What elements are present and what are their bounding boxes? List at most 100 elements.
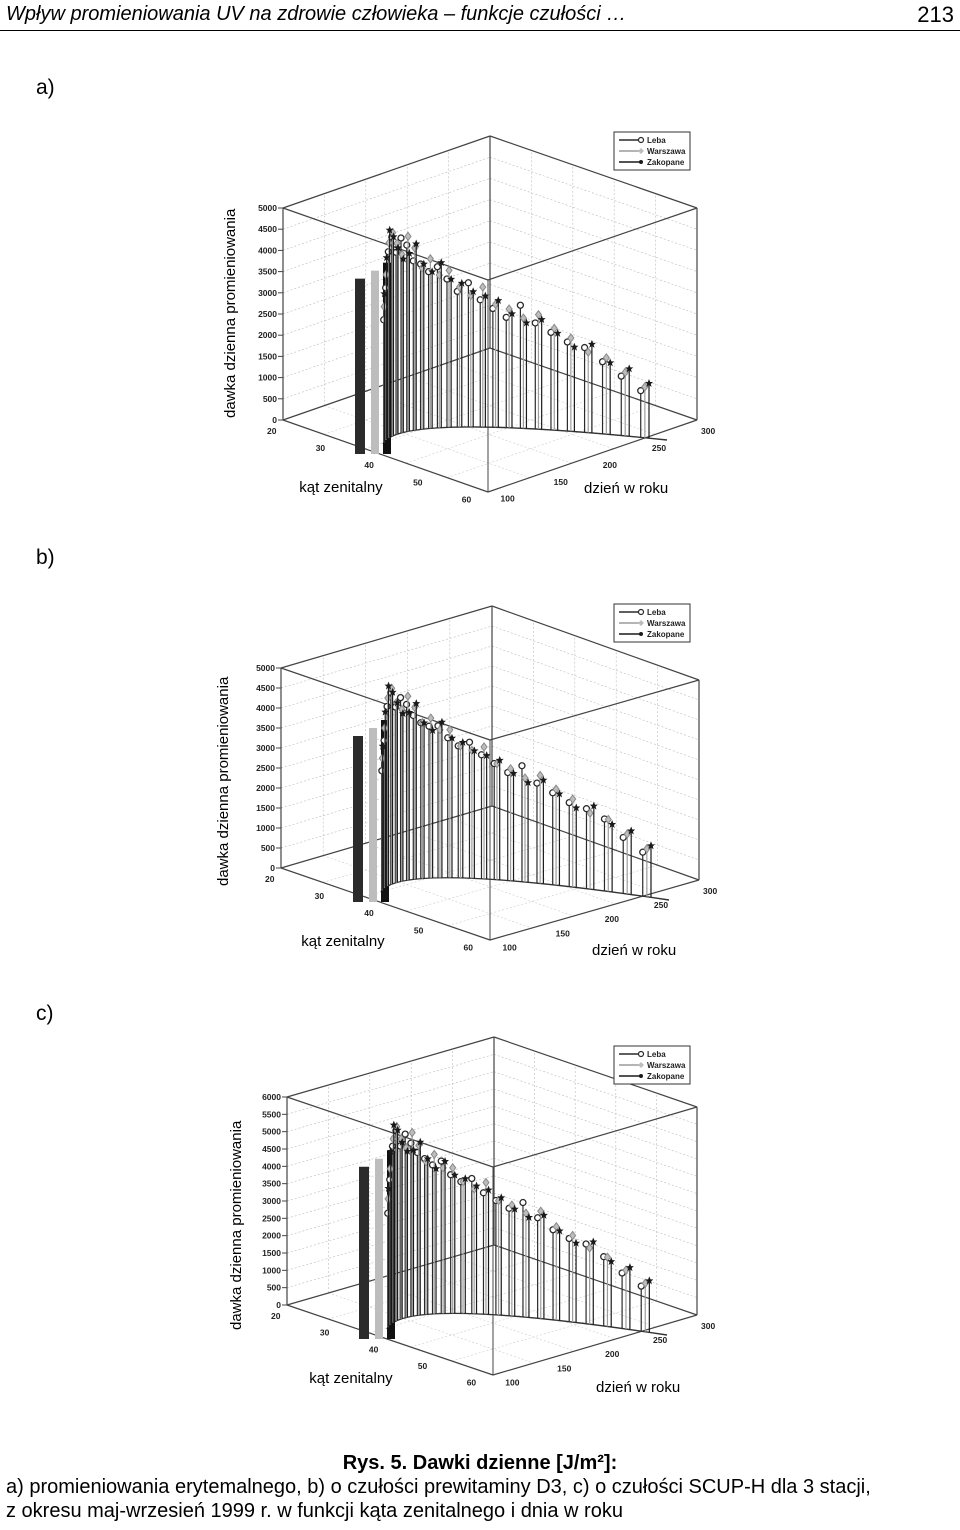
y-tick-label: 6000 xyxy=(262,1092,281,1102)
marker-warszawa xyxy=(643,843,651,854)
box-edge xyxy=(489,347,698,421)
x-axis-label-a: kąt zenitalny xyxy=(299,479,383,496)
box-edge xyxy=(282,419,489,493)
marker-zakopane xyxy=(405,249,414,258)
marker-zakopane xyxy=(509,769,518,778)
marker-zakopane xyxy=(403,1146,412,1155)
marker-leba xyxy=(582,805,591,813)
y-tick-label: 5500 xyxy=(262,1109,281,1119)
chart-panel-c: 0 500 1000 1500 2000 2500 3000 3500 4000 4500 5000… xyxy=(262,1036,715,1388)
box-edge xyxy=(487,419,698,493)
marker-leba xyxy=(407,1139,415,1147)
marker-leba xyxy=(403,241,411,249)
marker-zakopane xyxy=(447,274,456,283)
marker-zakopane xyxy=(441,1156,450,1165)
legend-label-leba: Leba xyxy=(647,608,666,617)
dense-stem-band xyxy=(355,278,365,454)
grid-line xyxy=(282,199,491,272)
box-edge xyxy=(286,1096,494,1168)
x-axis-label-b: kąt zenitalny xyxy=(301,933,385,950)
z-tick-label: 200 xyxy=(603,460,617,470)
floor-grid-line xyxy=(446,405,656,478)
marker-zakopane xyxy=(409,1145,418,1154)
y-tick-label: 0 xyxy=(276,1300,281,1310)
dense-stem-band xyxy=(359,1166,369,1339)
box-edge xyxy=(492,1106,698,1168)
y-tick-label: 1000 xyxy=(256,823,275,833)
marker-zakopane xyxy=(537,315,546,324)
x-tick-label: 50 xyxy=(413,477,423,487)
marker-leba xyxy=(531,319,539,327)
marker-warszawa xyxy=(449,1162,457,1173)
marker-zakopane xyxy=(412,239,421,248)
z-tick-label: 100 xyxy=(501,494,515,504)
marker-warszawa xyxy=(385,238,393,248)
marker-leba xyxy=(401,1130,409,1138)
floor-grid-line xyxy=(407,830,616,905)
panel-label-a: a) xyxy=(36,76,55,99)
marker-zakopane xyxy=(524,1212,533,1221)
y-tick-label: 1500 xyxy=(262,1248,281,1258)
legend-label-warszawa: Warszawa xyxy=(647,1061,686,1070)
marker-zakopane xyxy=(608,819,617,828)
marker-leba xyxy=(397,234,405,242)
box-edge xyxy=(489,879,700,941)
x-tick-label: 30 xyxy=(315,891,325,901)
floor-grid-line xyxy=(369,1280,575,1352)
grid-line xyxy=(493,1210,698,1281)
box-edge xyxy=(489,135,698,209)
marker-zakopane xyxy=(393,1125,402,1134)
marker-leba xyxy=(533,779,541,787)
x-tick-label: 60 xyxy=(462,494,472,504)
y-tick-label: 1000 xyxy=(262,1265,281,1275)
running-title: Wpływ promieniowania UV na zdrowie człow… xyxy=(6,3,627,25)
grid-line xyxy=(491,645,700,721)
grid-line xyxy=(491,785,700,861)
chart-panel-a: 0 500 1000 1500 2000 2500 3000 3500 4000 4500 5000… xyxy=(258,131,715,504)
marker-warszawa xyxy=(404,691,412,702)
legend-marker xyxy=(638,620,644,626)
grid-line xyxy=(489,199,698,272)
y-tick-label: 1500 xyxy=(256,803,275,813)
marker-zakopane xyxy=(437,717,446,726)
y-tick-label: 2000 xyxy=(258,330,277,340)
marker-warszawa xyxy=(568,1230,577,1241)
grid-line xyxy=(280,625,493,689)
marker-zakopane xyxy=(461,1174,470,1183)
x-tick-label: 20 xyxy=(271,1311,281,1321)
dense-stem-band xyxy=(371,270,379,454)
marker-zakopane xyxy=(382,253,391,262)
marker-zakopane xyxy=(627,826,636,835)
z-tick-label: 100 xyxy=(505,1377,519,1387)
page-header: Wpływ promieniowania UV na zdrowie człow… xyxy=(0,0,960,31)
x-tick-label: 40 xyxy=(369,1344,379,1354)
y-tick-label: 5000 xyxy=(262,1127,281,1137)
marker-zakopane xyxy=(393,243,402,252)
marker-zakopane xyxy=(570,342,579,351)
legend-label-zakopane: Zakopane xyxy=(647,1072,685,1081)
y-tick-label: 0 xyxy=(270,863,275,873)
marker-zakopane xyxy=(539,1210,548,1219)
y-tick-label: 3000 xyxy=(258,288,277,298)
z-tick-label: 150 xyxy=(557,1363,571,1373)
z-axis-label-a: dzień w roku xyxy=(584,480,669,497)
marker-warszawa xyxy=(522,1208,530,1219)
grid-line xyxy=(491,625,700,701)
legend-marker xyxy=(639,160,643,164)
marker-warszawa xyxy=(404,231,412,242)
x-tick-label: 50 xyxy=(418,1361,428,1371)
y-tick-label: 2500 xyxy=(256,763,275,773)
marker-zakopane xyxy=(645,379,654,388)
marker-zakopane xyxy=(481,291,490,300)
marker-warszawa xyxy=(586,808,594,818)
box-edge xyxy=(282,207,489,281)
marker-zakopane xyxy=(522,318,531,327)
marker-zakopane xyxy=(450,1170,459,1179)
grid-line xyxy=(489,326,698,400)
legend-label-leba: Leba xyxy=(647,1050,666,1059)
marker-zakopane xyxy=(510,1204,519,1213)
marker-warszawa xyxy=(586,1243,594,1253)
x-tick-label: 30 xyxy=(316,443,326,453)
marker-zakopane xyxy=(524,778,533,787)
marker-zakopane xyxy=(555,789,564,798)
